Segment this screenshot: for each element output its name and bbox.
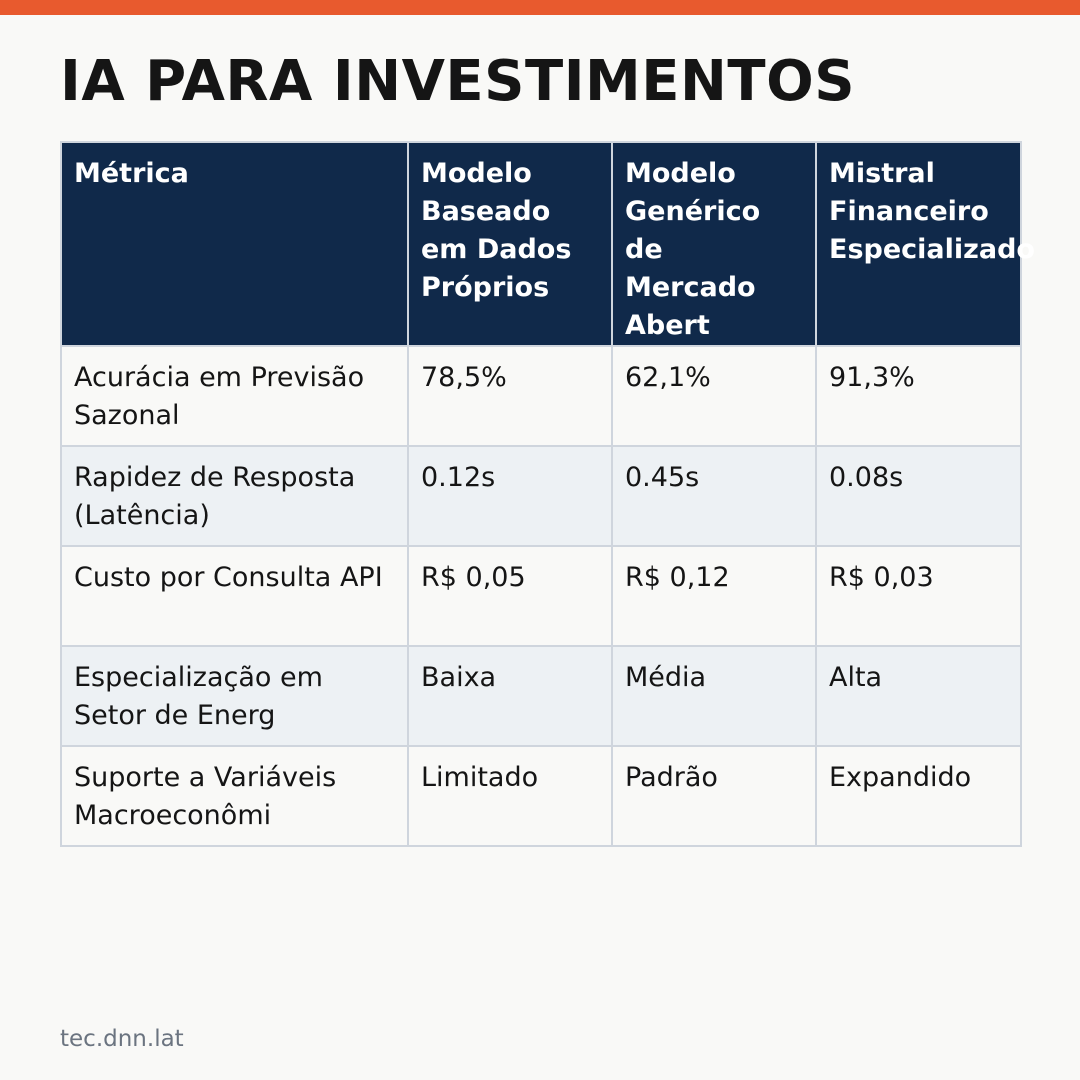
header-line: Genérico	[625, 196, 761, 227]
header-line: Abert	[625, 310, 710, 341]
header-line: em Dados	[421, 234, 572, 265]
table-cell: Expandido	[815, 745, 1022, 847]
table-row: Acurácia em Previsão Sazonal 78,5% 62,1%…	[60, 345, 1022, 447]
table-cell: Média	[611, 645, 817, 747]
table-cell: R$ 0,03	[815, 545, 1022, 647]
footer-domain: tec.dnn.lat	[60, 1026, 184, 1052]
table-cell: R$ 0,05	[407, 545, 613, 647]
header-metric: Métrica	[60, 141, 409, 347]
header-line: Próprios	[421, 272, 550, 303]
row-label: Rapidez de Resposta (Latência)	[60, 445, 409, 547]
header-line: de	[625, 234, 663, 265]
table-header-row: Métrica Modelo Baseado em Dados Próprios…	[60, 141, 1035, 347]
table-cell: 0.08s	[815, 445, 1022, 547]
header-line: Métrica	[74, 158, 189, 189]
accent-bar	[0, 0, 1080, 15]
header-line: Baseado	[421, 196, 551, 227]
table-row: Custo por Consulta API R$ 0,05 R$ 0,12 R…	[60, 545, 1022, 647]
header-mistral-model: Mistral Financeiro Especializado	[815, 141, 1035, 347]
comparison-table: Métrica Modelo Baseado em Dados Próprios…	[60, 141, 1035, 847]
table-cell: 91,3%	[815, 345, 1022, 447]
table-cell: Alta	[815, 645, 1022, 747]
table-cell: 62,1%	[611, 345, 817, 447]
comparison-table-grid: Métrica Modelo Baseado em Dados Próprios…	[60, 141, 1035, 847]
header-generic-model: Modelo Genérico de Mercado Abert	[611, 141, 817, 347]
table-row: Especialização em Setor de Energ Baixa M…	[60, 645, 1022, 747]
header-line: Modelo	[421, 158, 532, 189]
header-line: Modelo	[625, 158, 736, 189]
page-title: IA PARA INVESTIMENTOS	[60, 49, 856, 114]
table-cell: 0.12s	[407, 445, 613, 547]
header-line: Mercado	[625, 272, 756, 303]
table-cell: Baixa	[407, 645, 613, 747]
header-line: Especializado	[829, 234, 1035, 265]
table-cell: 0.45s	[611, 445, 817, 547]
table-cell: R$ 0,12	[611, 545, 817, 647]
row-label: Especialização em Setor de Energ	[60, 645, 409, 747]
table-cell: Limitado	[407, 745, 613, 847]
header-line: Mistral	[829, 158, 935, 189]
header-line: Financeiro	[829, 196, 989, 227]
table-cell: Padrão	[611, 745, 817, 847]
table-row: Suporte a Variáveis Macroeconômi Limitad…	[60, 745, 1022, 847]
header-own-data-model: Modelo Baseado em Dados Próprios	[407, 141, 613, 347]
row-label: Acurácia em Previsão Sazonal	[60, 345, 409, 447]
table-cell: 78,5%	[407, 345, 613, 447]
row-label: Suporte a Variáveis Macroeconômi	[60, 745, 409, 847]
table-row: Rapidez de Resposta (Latência) 0.12s 0.4…	[60, 445, 1022, 547]
row-label: Custo por Consulta API	[60, 545, 409, 647]
